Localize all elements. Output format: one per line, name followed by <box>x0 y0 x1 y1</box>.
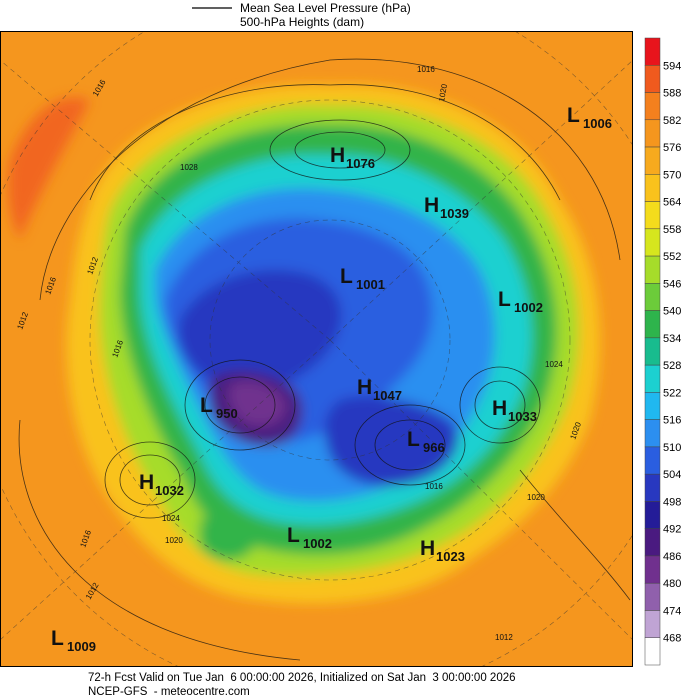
colorbar-swatch <box>644 146 661 175</box>
isobar-label: 1020 <box>165 536 183 545</box>
colorbar-swatch <box>644 337 661 366</box>
colorbar-swatch <box>644 283 661 311</box>
center-value: 1001 <box>356 277 385 292</box>
center-letter: L <box>200 394 213 417</box>
colorbar-swatch <box>644 528 661 557</box>
footer-source: NCEP-GFS - meteocentre.com <box>88 686 250 698</box>
colorbar-swatch <box>644 65 661 93</box>
isobar-label: 1024 <box>545 360 563 369</box>
center-value: 1033 <box>508 409 537 424</box>
colorbar-swatch <box>644 364 661 393</box>
center-letter: H <box>492 397 507 420</box>
colorbar-label: 510 <box>663 442 681 454</box>
center-value: 950 <box>216 406 238 421</box>
center-value: 1076 <box>346 156 375 171</box>
colorbar-swatch <box>644 119 661 148</box>
colorbar-swatch <box>644 582 661 611</box>
center-letter: L <box>51 627 64 650</box>
isobar-label: 1020 <box>437 83 449 103</box>
colorbar-label: 486 <box>663 551 681 563</box>
center-value: 1002 <box>514 300 543 315</box>
center-value: 1002 <box>303 536 332 551</box>
colorbar-label: 564 <box>663 197 681 209</box>
colorbar-label: 594 <box>663 60 681 72</box>
center-letter: L <box>287 524 300 547</box>
colorbar-label: 504 <box>663 469 681 481</box>
colorbar-label: 540 <box>663 306 681 318</box>
isobar-label: 1016 <box>417 65 435 74</box>
colorbar-label: 498 <box>663 496 681 508</box>
colorbar-label: 558 <box>663 224 681 236</box>
colorbar-swatch <box>644 201 661 230</box>
colorbar-swatch <box>644 37 661 66</box>
center-letter: H <box>420 537 435 560</box>
center-value: 1009 <box>67 639 96 654</box>
legend-heights: 500-hPa Heights (dam) <box>240 15 364 29</box>
colorbar-swatch <box>644 228 661 257</box>
center-letter: H <box>139 471 154 494</box>
center-letter: H <box>424 194 439 217</box>
colorbar-label: 552 <box>663 251 681 263</box>
legend-mslp: Mean Sea Level Pressure (hPa) <box>240 1 411 15</box>
map-frame <box>0 31 633 667</box>
center-letter: H <box>357 376 372 399</box>
center-value: 1006 <box>583 116 612 131</box>
colorbar-label: 468 <box>663 633 681 645</box>
center-value: 1047 <box>373 388 402 403</box>
colorbar-label: 522 <box>663 387 681 399</box>
colorbar-swatch <box>644 610 661 638</box>
colorbar-swatch <box>644 419 661 448</box>
colorbar-swatch <box>644 473 661 502</box>
colorbar-label: 480 <box>663 578 681 590</box>
colorbar-swatch <box>644 310 661 339</box>
center-value: 966 <box>423 440 445 455</box>
colorbar-label: 492 <box>663 524 681 536</box>
center-letter: L <box>498 288 511 311</box>
center-value: 1032 <box>155 483 184 498</box>
isobar-label: 1028 <box>180 163 198 172</box>
colorbar-swatch <box>644 92 661 121</box>
center-letter: L <box>340 265 353 288</box>
colorbar-swatch <box>644 174 661 202</box>
colorbar-label: 570 <box>663 169 681 181</box>
center-letter: H <box>330 144 345 167</box>
colorbar-label: 528 <box>663 360 681 372</box>
center-letter: L <box>407 428 420 451</box>
isobar-label: 1016 <box>425 482 443 491</box>
colorbar-swatch <box>644 555 661 584</box>
isobar-label: 1012 <box>495 633 513 642</box>
colorbar-label: 546 <box>663 278 681 290</box>
center-letter: L <box>567 104 580 127</box>
colorbar-label: 576 <box>663 142 681 154</box>
colorbar-swatch <box>644 637 661 666</box>
colorbar-swatch <box>644 392 661 420</box>
center-value: 1039 <box>440 206 469 221</box>
colorbar-swatch <box>644 446 661 475</box>
colorbar-label: 582 <box>663 115 681 127</box>
isobar-label: 1024 <box>162 514 180 523</box>
colorbar-swatch <box>644 501 661 529</box>
colorbar-label: 588 <box>663 88 681 100</box>
isobar-label: 1020 <box>527 493 545 502</box>
center-value: 1023 <box>436 549 465 564</box>
colorbar-label: 534 <box>663 333 681 345</box>
colorbar-label: 516 <box>663 415 681 427</box>
colorbar-label: 474 <box>663 605 681 617</box>
colorbar-swatch <box>644 255 661 284</box>
footer-valid: 72-h Fcst Valid on Tue Jan 6 00:00:00 20… <box>88 672 516 684</box>
